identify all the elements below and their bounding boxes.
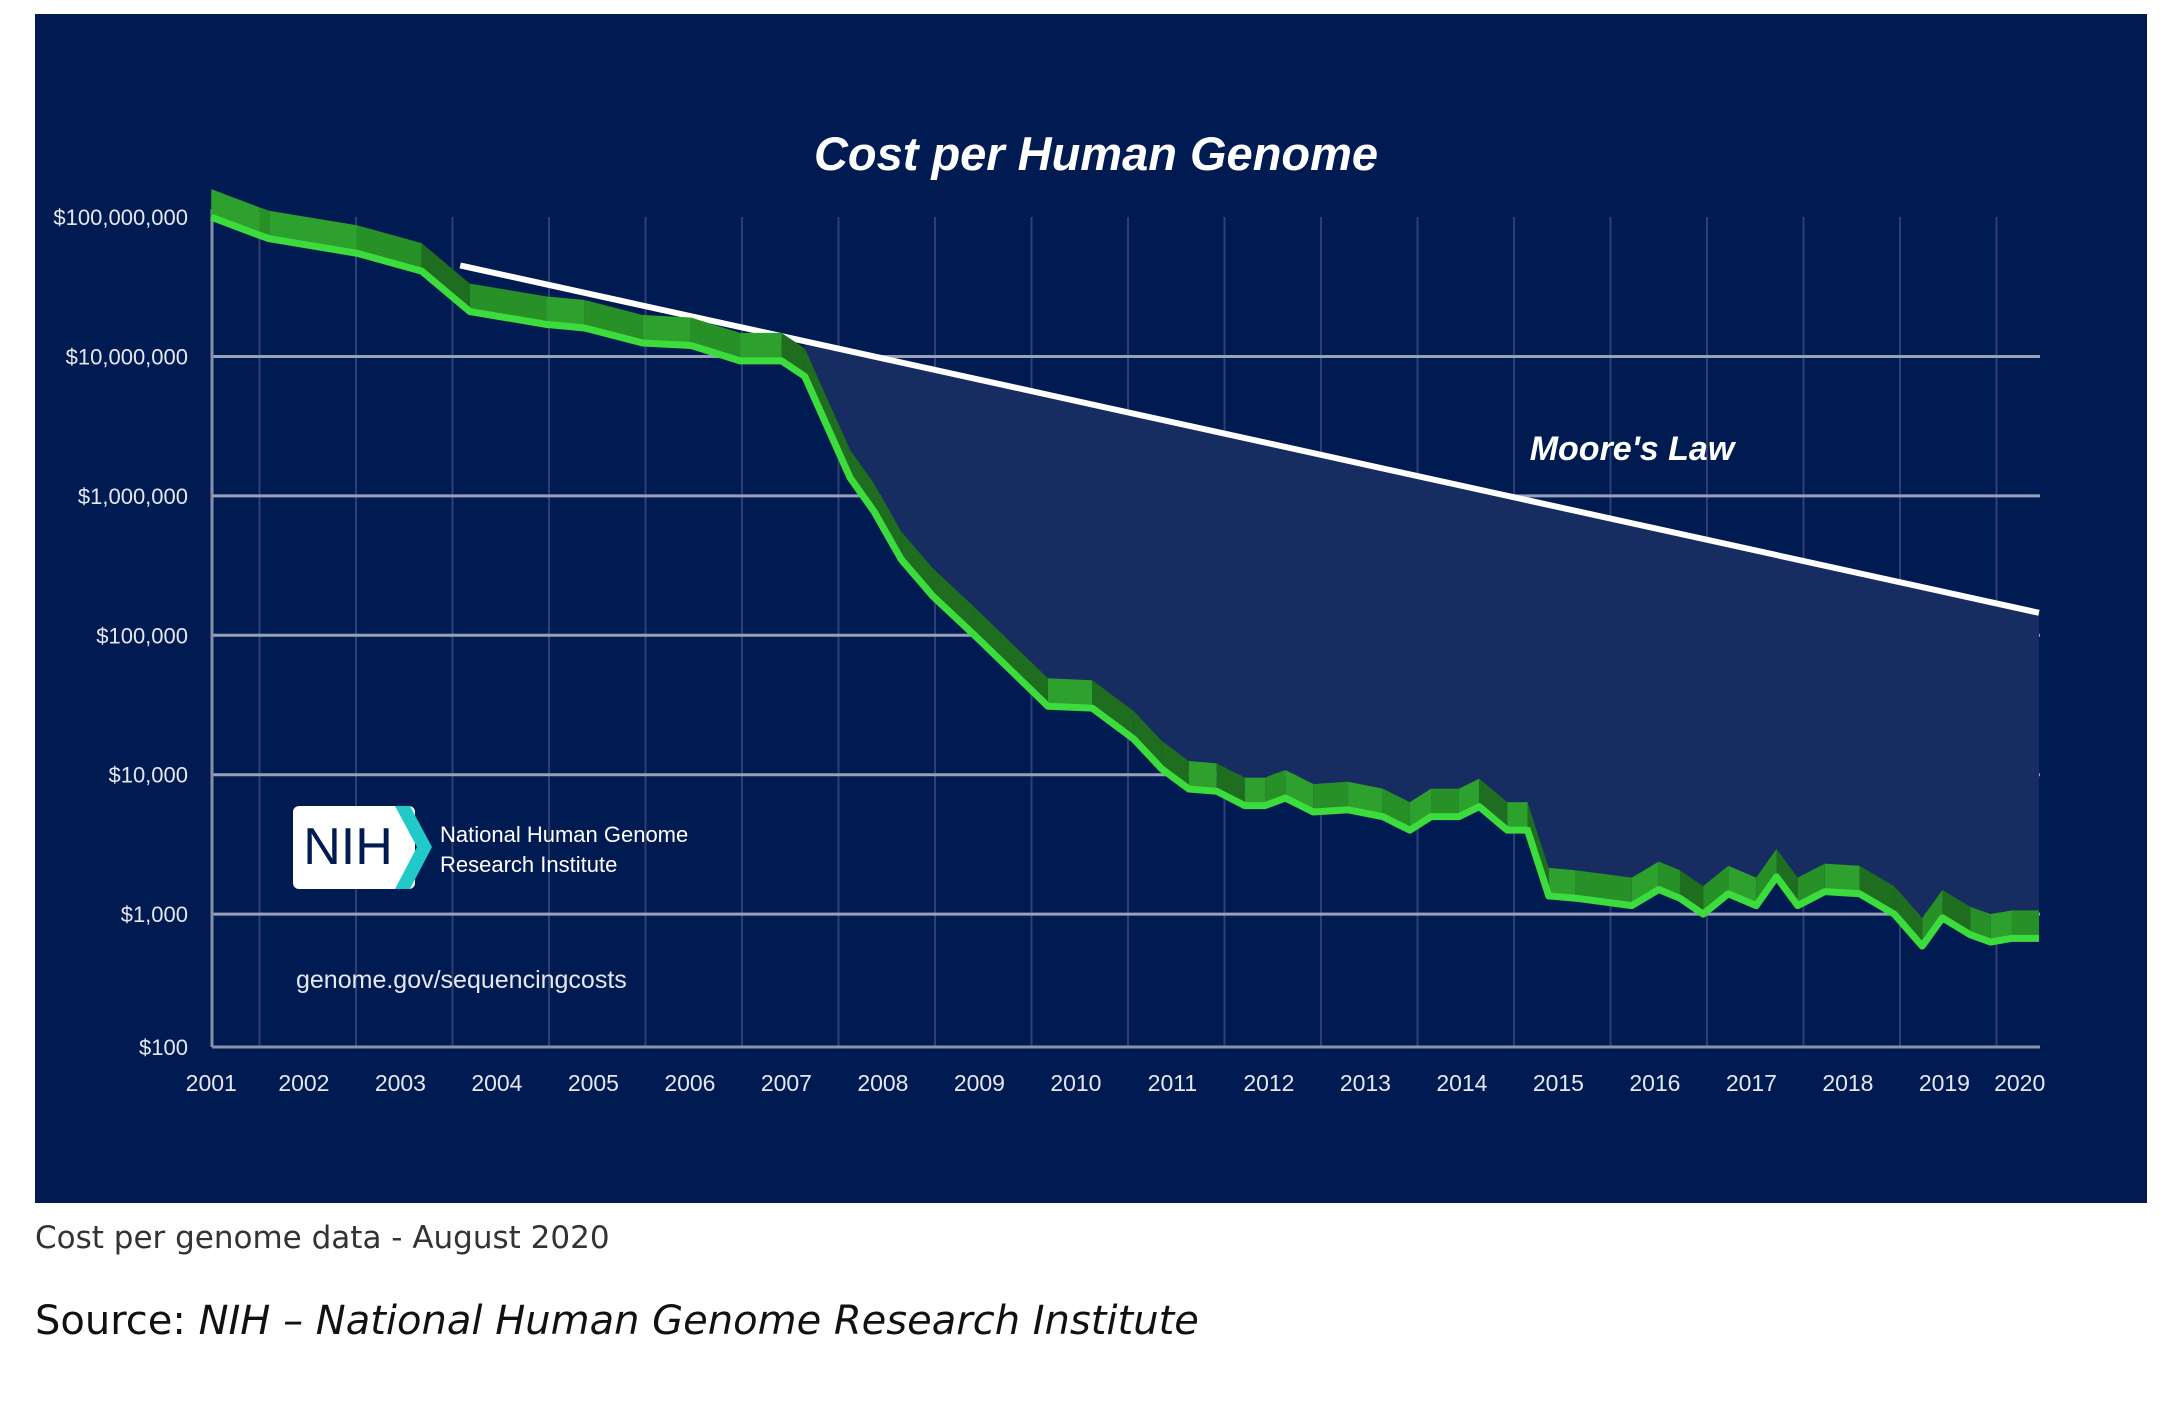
cost-ribbon-segment — [1894, 886, 1923, 947]
cost-ribbon-segment — [1990, 910, 2012, 943]
cost-ribbon-segment — [259, 207, 270, 239]
x-tick-label: 2001 — [186, 1070, 237, 1096]
source-url: genome.gov/sequencingcosts — [296, 966, 627, 994]
moores-law-line — [459, 262, 2040, 616]
cost-ribbon-segment — [1797, 863, 1825, 906]
cost-ribbon-segment — [1942, 889, 1971, 935]
cost-ribbon-segment — [1047, 678, 1093, 709]
x-tick-label: 2008 — [857, 1070, 908, 1096]
chart: Cost per Human Genome Moore's Law NIH Na… — [35, 14, 2147, 1203]
cost-ribbon-segment — [1348, 781, 1383, 817]
marks — [210, 189, 2040, 950]
source-name: NIH – National Human Genome Research Ins… — [198, 1298, 1199, 1344]
cost-ribbon-segment — [642, 314, 691, 346]
chart-title: Cost per Human Genome — [814, 127, 1378, 180]
cost-ribbon-segment — [269, 210, 357, 254]
y-tick-label: $10,000,000 — [66, 345, 188, 370]
cost-ribbon-segment — [974, 607, 1048, 707]
cost-ribbon-segment — [1507, 802, 1528, 831]
y-tick-label: $10,000 — [108, 763, 188, 788]
y-tick-label: $1,000 — [121, 902, 188, 927]
y-tick-label: $100,000,000 — [53, 205, 188, 230]
figure-caption: Cost per genome data - August 2020 — [35, 1220, 610, 1256]
cost-ribbon-segment — [421, 243, 470, 312]
cost-ribbon-segment — [1431, 788, 1460, 817]
cost-ribbon-segment — [1824, 863, 1860, 894]
cost-ribbon-segment — [850, 449, 875, 512]
gap-shaded-area — [804, 341, 2039, 919]
cost-ribbon-segment — [211, 189, 260, 236]
x-tick-label: 2015 — [1533, 1070, 1584, 1096]
x-tick-label: 2004 — [471, 1070, 522, 1096]
cost-ribbon-segment — [1631, 861, 1659, 906]
cost-ribbon-segment — [1161, 740, 1189, 789]
nih-logo-box — [293, 806, 415, 889]
x-tick-label: 2006 — [664, 1070, 715, 1096]
x-tick-label: 2011 — [1148, 1070, 1197, 1096]
x-tick-label: 2018 — [1822, 1070, 1873, 1096]
cost-ribbon-segment — [584, 300, 643, 343]
cost-ribbon-segment — [1313, 781, 1349, 813]
nih-logo: NIH National Human Genome Research Insti… — [293, 806, 688, 889]
cost-ribbon-segment — [2011, 910, 2039, 939]
x-tick-label: 2017 — [1726, 1070, 1777, 1096]
cost-ribbon-segment — [1133, 711, 1162, 769]
y-tick-label: $100,000 — [96, 623, 188, 648]
moores-law-label: Moore's Law — [1530, 430, 1737, 468]
y-tick-label: $1,000,000 — [78, 484, 188, 509]
x-tick-label: 2007 — [761, 1070, 812, 1096]
axis-labels: $100,000,000 $10,000,000 $1,000,000 $100,00… — [53, 205, 2045, 1096]
x-tick-label: 2020 — [1994, 1070, 2045, 1096]
cost-ribbon-segment — [1776, 848, 1798, 906]
y-tick-label: $100 — [139, 1035, 188, 1060]
x-tick-label: 2010 — [1050, 1070, 1101, 1096]
cost-ribbon-segment — [546, 296, 585, 329]
cost-ribbon-segment — [1756, 848, 1777, 906]
nih-chevron-icon — [395, 806, 432, 889]
cost-ribbon-segment — [901, 531, 934, 597]
x-tick-label: 2013 — [1340, 1070, 1391, 1096]
cost-ribbon-segment — [740, 332, 782, 361]
x-tick-label: 2002 — [278, 1070, 329, 1096]
nih-name-line2: Research Institute — [440, 852, 617, 877]
source-prefix: Source: — [35, 1298, 199, 1344]
cost-ribbon-segment — [1679, 870, 1704, 915]
cost-ribbon-segment — [1244, 777, 1266, 806]
cost-ribbon-segment — [781, 332, 805, 377]
cost-ribbon-segment — [1092, 680, 1134, 740]
cost-ribbon-segment — [1479, 778, 1508, 831]
cost-ribbon-segment — [1703, 865, 1729, 915]
x-tick-label: 2003 — [375, 1070, 426, 1096]
nih-logo-text: NIH — [303, 818, 393, 876]
cost-ribbon-segment — [933, 568, 975, 636]
x-tick-label: 2005 — [568, 1070, 619, 1096]
cost-ribbon-segment — [356, 225, 422, 272]
x-tick-label: 2019 — [1919, 1070, 1970, 1096]
cost-ribbon-segment — [1859, 865, 1895, 915]
x-tick-label: 2016 — [1629, 1070, 1680, 1096]
cost-ribbon-segment — [1188, 760, 1217, 792]
x-tick-label: 2012 — [1243, 1070, 1294, 1096]
cost-ribbon-segment — [1216, 763, 1245, 806]
source-line: Source: NIH – National Human Genome Rese… — [35, 1298, 1199, 1344]
cost-ribbon-segment — [690, 317, 741, 361]
cost-ribbon-segment — [1548, 867, 1576, 899]
cost-ribbon-segment — [1922, 889, 1943, 947]
nih-name-line1: National Human Genome — [440, 822, 688, 847]
x-tick-label: 2014 — [1436, 1070, 1487, 1096]
x-tick-label: 2009 — [954, 1070, 1005, 1096]
